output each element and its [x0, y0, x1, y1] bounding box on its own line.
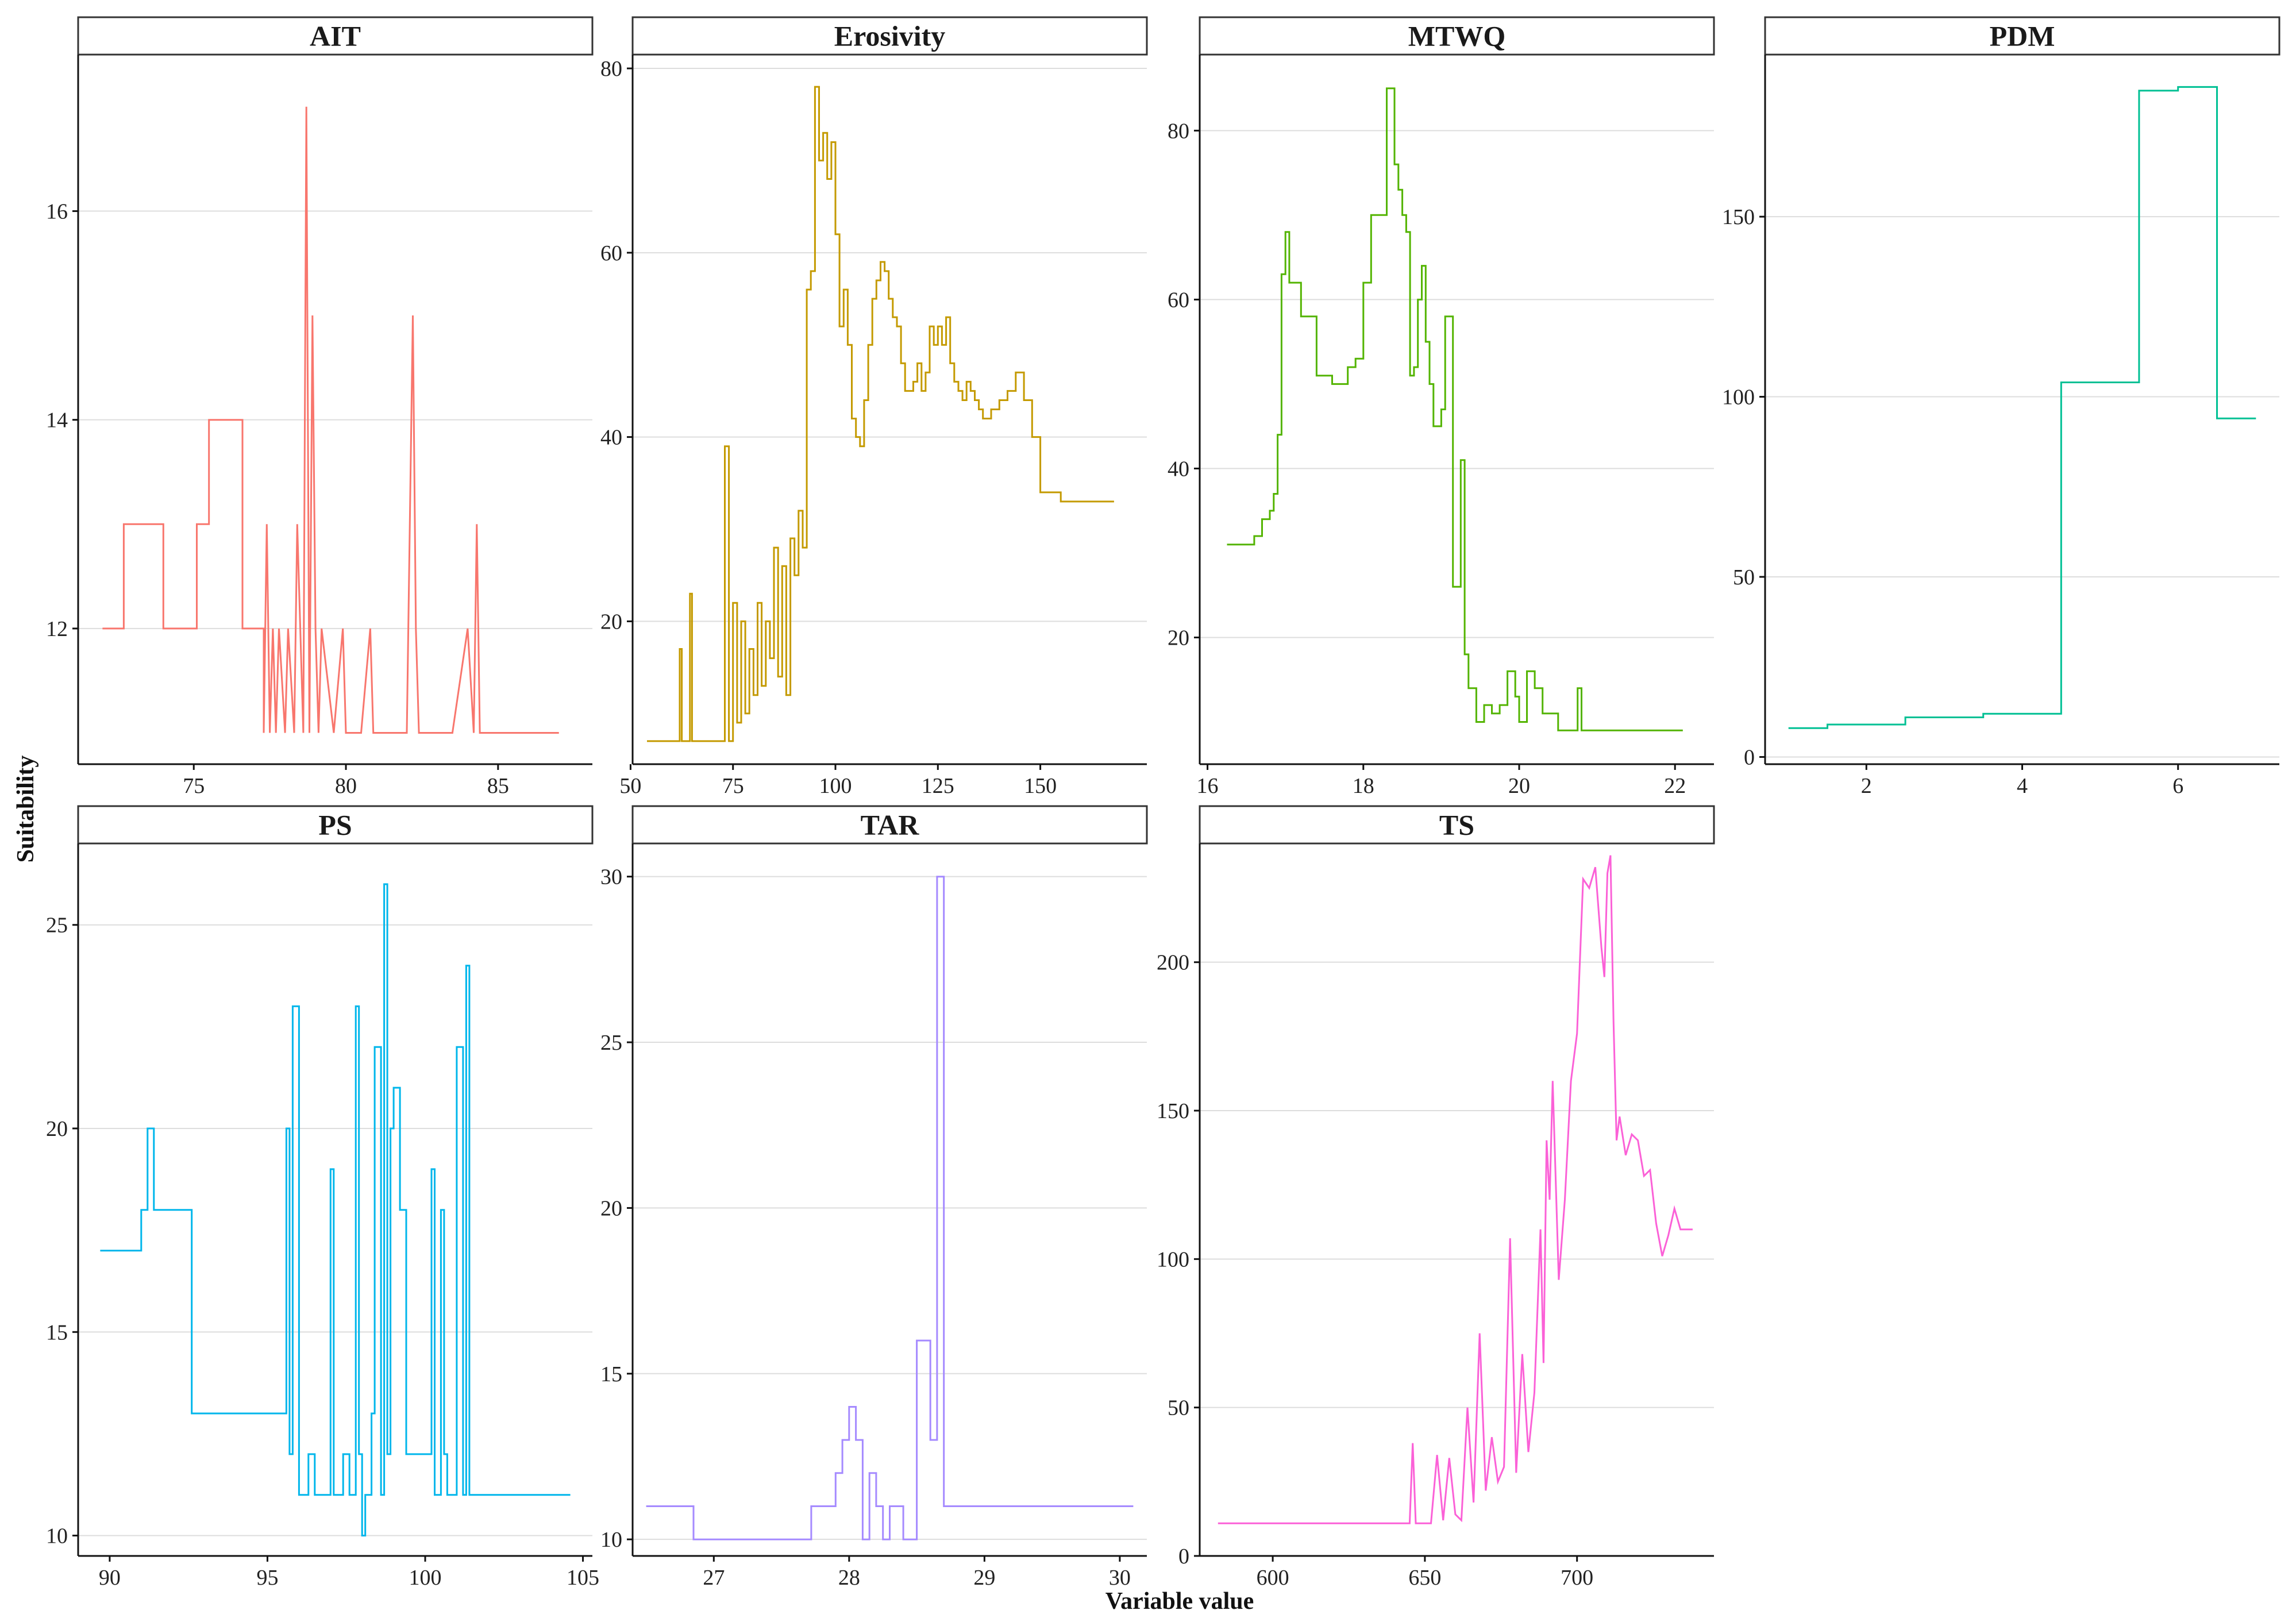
y-tick-label-mtwq-80: 80: [1168, 119, 1189, 143]
y-tick-label-ait-16: 16: [46, 199, 68, 224]
x-tick-label-tar-27: 27: [703, 1566, 725, 1590]
panel-tar: TAR 10 15 20 25 30 27 28 29 30: [600, 805, 1148, 1590]
panel-strip-mtwq: [1199, 16, 1715, 56]
series-line-tar: [646, 876, 1134, 1540]
series-line-ps: [100, 883, 571, 1537]
panel-title-ts: TS: [1439, 809, 1474, 841]
x-tick-label-ps-105: 105: [567, 1566, 599, 1590]
x-tick-label-erosivity-100: 100: [819, 774, 852, 798]
panel-title-tar: TAR: [861, 809, 920, 841]
x-tick-label-pdm-4: 4: [2017, 774, 2028, 798]
x-tick-label-ts-700: 700: [1561, 1566, 1593, 1590]
y-tick-label-pdm-100: 100: [1722, 386, 1755, 410]
panel-title-erosivity: Erosivity: [834, 20, 946, 52]
y-tick-label-pdm-0: 0: [1744, 745, 1755, 769]
panel-erosivity: Erosivity 20 40 60 80 50 75 100 125 150: [600, 16, 1148, 798]
x-tick-label-erosivity-125: 125: [922, 774, 954, 798]
x-tick-label-pdm-2: 2: [1861, 774, 1872, 798]
y-tick-label-ts-150: 150: [1157, 1099, 1189, 1123]
y-axis-title: Suitability: [13, 756, 39, 863]
panel-strip-erosivity: [631, 16, 1148, 56]
panel-title-ps: PS: [318, 809, 352, 841]
panel-strip-ps: [77, 805, 594, 845]
panel-title-pdm: PDM: [1990, 20, 2055, 52]
panel-ts: TS 0 50 100 150 200 600 650 700: [1157, 805, 1715, 1590]
x-tick-label-tar-30: 30: [1109, 1566, 1131, 1590]
x-tick-label-ts-600: 600: [1257, 1566, 1289, 1590]
y-tick-label-pdm-150: 150: [1722, 205, 1755, 229]
panel-strip-tar: [631, 805, 1148, 845]
y-tick-label-ps-10: 10: [46, 1524, 68, 1548]
panel-mtwq: MTWQ 20 40 60 80 16 18 20 22: [1168, 16, 1715, 798]
x-tick-label-mtwq-18: 18: [1353, 774, 1374, 798]
x-tick-label-ps-95: 95: [256, 1566, 278, 1590]
x-tick-label-tar-28: 28: [838, 1566, 860, 1590]
panel-strip-pdm: [1764, 16, 2280, 56]
x-tick-label-ps-100: 100: [409, 1566, 441, 1590]
x-tick-label-pdm-6: 6: [2172, 774, 2183, 798]
y-tick-label-mtwq-60: 60: [1168, 288, 1189, 312]
y-tick-label-mtwq-20: 20: [1168, 626, 1189, 650]
y-tick-label-ait-12: 12: [46, 617, 68, 641]
y-tick-label-ps-25: 25: [46, 914, 68, 938]
x-tick-label-ps-90: 90: [99, 1566, 121, 1590]
x-tick-label-tar-29: 29: [973, 1566, 995, 1590]
panel-strip-ait: [77, 16, 594, 56]
y-tick-label-ait-14: 14: [46, 409, 68, 433]
y-tick-label-pdm-50: 50: [1733, 565, 1755, 590]
y-tick-label-erosivity-20: 20: [600, 610, 622, 634]
y-tick-label-tar-30: 30: [600, 865, 622, 889]
series-line-ait: [102, 106, 559, 734]
series-line-ts: [1218, 855, 1693, 1524]
y-tick-label-tar-25: 25: [600, 1031, 622, 1055]
y-tick-label-erosivity-80: 80: [600, 57, 622, 81]
x-tick-label-ts-650: 650: [1408, 1566, 1441, 1590]
y-tick-label-mtwq-40: 40: [1168, 457, 1189, 481]
panel-strip-ts: [1199, 805, 1715, 845]
panel-pdm: PDM 0 50 100 150 2 4 6: [1722, 16, 2280, 798]
x-tick-label-erosivity-75: 75: [722, 774, 744, 798]
y-tick-label-ps-20: 20: [46, 1117, 68, 1141]
y-tick-label-erosivity-40: 40: [600, 426, 622, 450]
y-tick-label-tar-20: 20: [600, 1196, 622, 1220]
panel-ps: PS 10 15 20 25 90 95 100 105: [46, 805, 599, 1590]
panel-title-mtwq: MTWQ: [1408, 20, 1505, 52]
x-tick-label-ait-80: 80: [335, 774, 357, 798]
y-tick-label-ts-100: 100: [1157, 1247, 1189, 1272]
y-tick-label-ps-15: 15: [46, 1320, 68, 1344]
panel-ait: AIT 12 14 16 75 80 85: [46, 16, 594, 798]
y-tick-label-ts-200: 200: [1157, 951, 1189, 975]
y-tick-label-tar-15: 15: [600, 1362, 622, 1386]
series-line-pdm: [1788, 86, 2256, 729]
series-line-mtwq: [1227, 87, 1683, 731]
x-tick-label-erosivity-150: 150: [1024, 774, 1057, 798]
x-tick-label-ait-75: 75: [183, 774, 205, 798]
x-tick-label-mtwq-16: 16: [1197, 774, 1219, 798]
y-tick-label-tar-10: 10: [600, 1528, 622, 1552]
y-tick-label-ts-50: 50: [1168, 1396, 1189, 1420]
x-axis-title: Variable value: [1105, 1588, 1254, 1615]
x-tick-label-mtwq-22: 22: [1664, 774, 1686, 798]
y-tick-label-ts-0: 0: [1178, 1544, 1189, 1569]
x-tick-label-erosivity-50: 50: [619, 774, 641, 798]
panel-title-ait: AIT: [310, 20, 361, 52]
x-tick-label-ait-85: 85: [487, 774, 509, 798]
series-line-erosivity: [647, 86, 1114, 742]
y-tick-label-erosivity-60: 60: [600, 241, 622, 265]
x-tick-label-mtwq-20: 20: [1508, 774, 1530, 798]
